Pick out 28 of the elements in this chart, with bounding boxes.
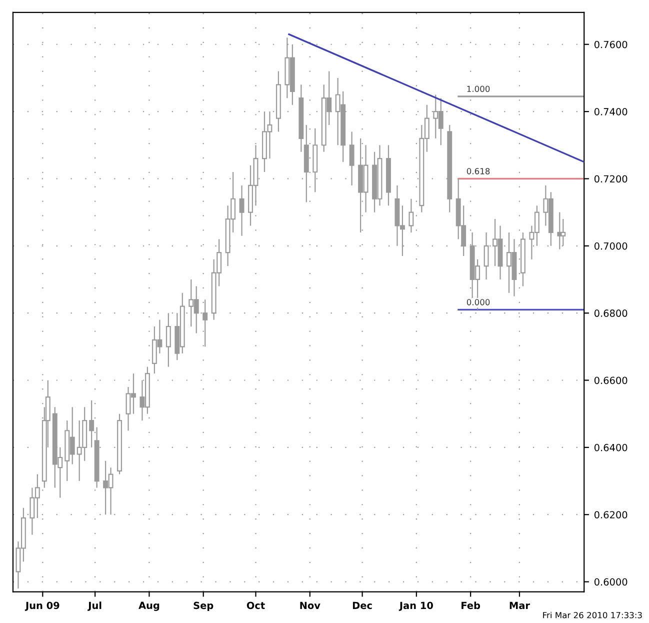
x-tick-label: Jun 09 xyxy=(24,602,60,611)
candlestick xyxy=(239,184,244,236)
y-tick-label: 0.7200 xyxy=(594,175,628,183)
y-tick-label: 0.7600 xyxy=(594,40,628,48)
candlestick xyxy=(89,400,94,448)
x-tick-label: Feb xyxy=(462,602,480,610)
x-tick-label: Mar xyxy=(510,602,530,610)
candlestick xyxy=(408,198,414,234)
annotation: 1.000 xyxy=(467,86,490,92)
x-tick-label: Jul xyxy=(88,602,102,611)
candlestick xyxy=(349,131,354,186)
y-tick-label: 0.6400 xyxy=(594,444,628,452)
y-tick-label: 0.7000 xyxy=(594,242,628,250)
x-tick-label: Aug xyxy=(138,602,160,611)
x-tick-label: Sep xyxy=(194,602,214,611)
x-tick-label: Jan 10 xyxy=(398,602,433,611)
y-tick-label: 0.6600 xyxy=(594,376,628,384)
y-tick-label: 0.6200 xyxy=(594,511,628,518)
y-tick-label: 0.6000 xyxy=(594,578,628,586)
y-tick-label: 0.6800 xyxy=(594,310,628,317)
x-tick-label: Oct xyxy=(246,602,265,610)
y-tick-label: 0.7400 xyxy=(594,108,628,116)
annotation: 0.618 xyxy=(466,168,490,174)
candlestick xyxy=(166,312,171,368)
text: Fri Mar 26 2010 17:33:3 xyxy=(543,612,642,618)
x-tick-label: Dec xyxy=(352,602,372,610)
x-tick-label: Nov xyxy=(300,602,320,610)
annotation: 0.000 xyxy=(466,299,490,306)
